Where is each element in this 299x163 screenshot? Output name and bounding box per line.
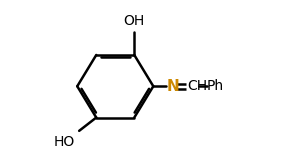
Text: Ph: Ph	[207, 79, 224, 93]
Text: OH: OH	[124, 14, 145, 28]
Text: CH: CH	[187, 79, 207, 93]
Text: N: N	[167, 79, 179, 94]
Text: HO: HO	[54, 135, 75, 149]
